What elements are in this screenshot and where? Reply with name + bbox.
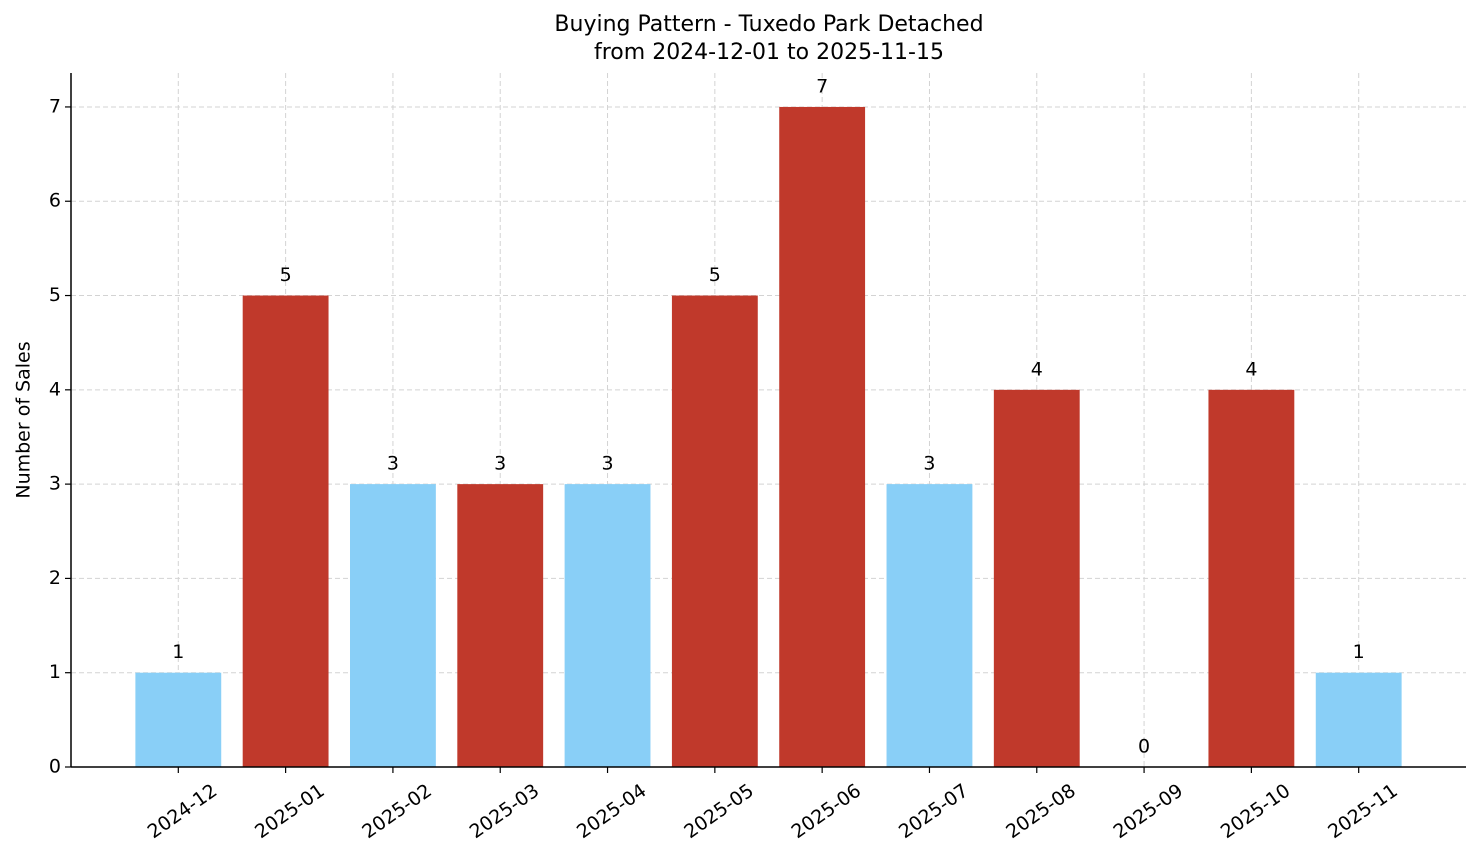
x-tick-label: 2024-12: [144, 780, 222, 844]
x-tick-label: 2025-05: [680, 780, 758, 844]
bar: [886, 484, 973, 767]
value-label: 5: [280, 264, 292, 286]
value-label: 7: [816, 75, 828, 97]
value-label: 0: [1138, 736, 1150, 758]
x-tick-label: 2025-06: [788, 780, 866, 844]
bar: [350, 484, 436, 767]
y-tick-label: 5: [49, 284, 61, 306]
x-tick-label: 2025-07: [895, 780, 973, 844]
x-tick-label: 2025-01: [251, 780, 329, 844]
bar: [135, 672, 222, 767]
value-label: 1: [1353, 641, 1365, 663]
value-label: 3: [387, 453, 399, 475]
y-tick-label: 4: [49, 378, 61, 400]
value-label: 3: [923, 453, 935, 475]
y-axis-label: Number of Sales: [13, 341, 35, 498]
chart-subtitle: from 2024-12-01 to 2025-11-15: [594, 40, 944, 65]
chart-title: Buying Pattern - Tuxedo Park Detached: [554, 12, 983, 37]
bar: [564, 484, 651, 767]
value-label: 5: [709, 264, 721, 286]
x-tick-label: 2025-10: [1217, 780, 1295, 844]
x-tick-label: 2025-04: [573, 780, 651, 844]
x-tick-label: 2025-02: [358, 780, 436, 844]
value-label: 1: [172, 641, 184, 663]
bar: [1208, 389, 1295, 767]
y-tick-label: 7: [49, 95, 61, 117]
x-tick-label: 2025-09: [1109, 780, 1187, 844]
y-tick-label: 0: [49, 756, 61, 778]
bar: [1315, 672, 1402, 767]
x-tick-label: 2025-08: [1002, 780, 1080, 844]
y-tick-label: 2: [49, 567, 61, 589]
bar: [779, 106, 866, 767]
value-label: 4: [1245, 358, 1257, 380]
bar: [457, 484, 544, 767]
y-tick-label: 6: [49, 190, 61, 212]
value-label: 3: [494, 453, 506, 475]
y-tick-label: 1: [49, 661, 61, 683]
bar: [993, 389, 1080, 767]
bar: [671, 295, 758, 767]
x-tick-label: 2025-11: [1324, 780, 1402, 844]
x-tick-label: 2025-03: [466, 780, 544, 844]
value-label: 4: [1031, 358, 1043, 380]
bar: [242, 295, 329, 767]
y-tick-label: 3: [49, 473, 61, 495]
value-label: 3: [601, 453, 613, 475]
